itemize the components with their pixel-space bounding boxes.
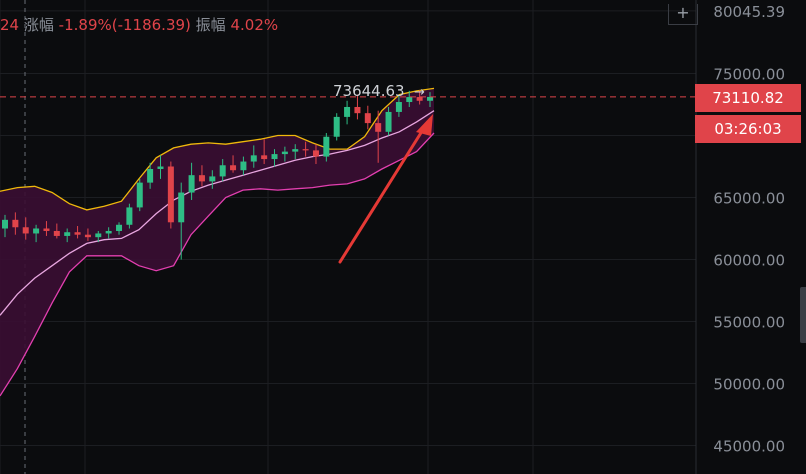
candle-body-30 — [312, 150, 319, 157]
change-label: 涨幅 — [23, 16, 54, 34]
candle-body-25 — [261, 155, 268, 160]
candle-body-41 — [427, 96, 433, 101]
candle-body-15 — [157, 166, 164, 169]
candle-body-29 — [302, 149, 309, 151]
candle-body-5 — [53, 230, 60, 236]
y-tick-label-6: 75000.00 — [713, 66, 785, 84]
bollinger-middle-line — [0, 110, 435, 316]
change-value: -1.89%(-1186.39) — [58, 16, 191, 34]
candle-body-6 — [64, 232, 71, 236]
candle-body-40 — [416, 97, 423, 101]
candle-body-27 — [281, 151, 288, 155]
high-price-label: 73644.63 — [333, 82, 405, 100]
candle-body-18 — [188, 175, 195, 193]
candle-body-16 — [167, 166, 174, 223]
y-tick-label-2: 55000.00 — [713, 314, 785, 332]
candle-body-37 — [385, 111, 392, 132]
candle-body-34 — [354, 106, 361, 114]
annotation-arrow-head — [416, 114, 433, 136]
partial-value: 24 — [0, 16, 20, 34]
candle-body-32 — [333, 116, 340, 137]
candle-body-10 — [105, 230, 112, 234]
y-tick-label-4: 65000.00 — [713, 190, 785, 208]
candle-body-23 — [240, 161, 247, 171]
candle-body-0 — [2, 219, 8, 229]
candle-body-38 — [395, 102, 402, 112]
candle-body-7 — [74, 232, 81, 235]
countdown-timer-tag: 03:26:03 — [695, 115, 801, 143]
candle-body-33 — [344, 106, 351, 117]
candle-body-31 — [323, 136, 330, 157]
candle-body-12 — [126, 207, 133, 225]
candle-body-28 — [292, 149, 299, 152]
axis-scroll-handle[interactable] — [800, 287, 806, 343]
candle-body-13 — [136, 182, 143, 208]
amplitude-label: 振幅 — [195, 16, 226, 34]
y-tick-label-0: 45000.00 — [713, 438, 785, 456]
bollinger-upper-line — [0, 87, 435, 211]
candle-body-9 — [95, 233, 102, 238]
candle-body-2 — [22, 227, 29, 234]
annotation-arrow-shaft — [338, 126, 426, 264]
candle-body-17 — [178, 192, 185, 223]
current-price-tag: 73110.82 — [695, 84, 801, 112]
candle-body-26 — [271, 154, 278, 160]
candle-body-1 — [12, 219, 19, 228]
candle-body-24 — [250, 155, 257, 162]
candle-body-39 — [406, 97, 413, 103]
candle-body-4 — [43, 228, 50, 231]
candle-body-8 — [84, 234, 91, 238]
amplitude-value: 4.02% — [230, 16, 279, 34]
candle-body-20 — [209, 176, 216, 182]
candle-body-22 — [230, 165, 237, 171]
high-price-arrow: → — [414, 85, 425, 100]
change-info-bar: 24 涨幅 -1.89%(-1186.39) 振幅 4.02% — [0, 14, 278, 35]
bollinger-lower-line — [0, 132, 435, 397]
candle-body-21 — [219, 165, 226, 177]
candle-body-19 — [198, 175, 205, 182]
candle-body-35 — [364, 113, 371, 124]
y-tick-label-3: 60000.00 — [713, 252, 785, 270]
y-tick-label-7: 80045.39 — [713, 3, 785, 21]
candle-body-36 — [375, 123, 382, 132]
candle-body-11 — [116, 224, 123, 231]
plus-icon[interactable]: + — [668, 4, 698, 25]
bollinger-fill — [0, 88, 434, 396]
candle-body-14 — [147, 168, 154, 183]
y-tick-label-1: 50000.00 — [713, 376, 785, 394]
candle-body-3 — [33, 228, 40, 234]
